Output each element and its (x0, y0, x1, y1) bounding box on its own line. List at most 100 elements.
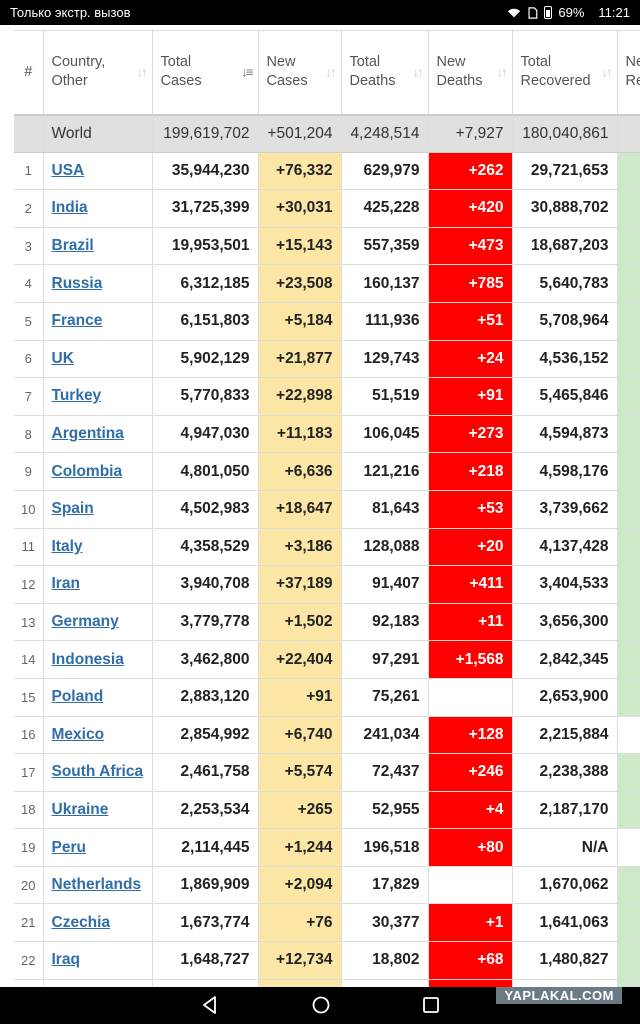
new-cases-cell: +22,898 (258, 377, 342, 416)
total-deaths-cell: 557,359 (341, 227, 429, 266)
rank-cell: 20 (14, 866, 44, 905)
status-bar: Только экстр. вызов 69% 11:21 (0, 0, 640, 25)
header-country[interactable]: Country, Other ↓↑ (43, 30, 153, 116)
total-recovered-cell: 2,187,170 (512, 791, 618, 830)
new-recovered-cell (617, 640, 640, 679)
back-icon[interactable] (200, 995, 220, 1015)
table-body: World 199,619,702 +501,204 4,248,514 +7,… (14, 114, 640, 987)
new-deaths-cell: +20 (428, 528, 513, 567)
header-new-cases[interactable]: New Cases ↓↑ (258, 30, 342, 116)
new-deaths-cell: +128 (428, 716, 513, 755)
new-deaths-cell: +246 (428, 753, 513, 792)
country-link[interactable]: Argentina (51, 425, 124, 443)
new-recovered-cell (617, 340, 640, 379)
header-new-deaths[interactable]: New Deaths ↓↑ (428, 30, 513, 116)
country-link[interactable]: Czechia (51, 913, 111, 931)
sim-icon (528, 6, 538, 19)
new-deaths-cell: +262 (428, 152, 513, 191)
country-link[interactable]: Mexico (51, 725, 105, 743)
country-link[interactable]: Russia (51, 274, 103, 292)
total-recovered-cell: 2,842,345 (512, 640, 618, 679)
total-cases-cell: 4,358,529 (152, 528, 259, 567)
country-link[interactable]: Peru (51, 838, 86, 856)
country-link[interactable]: Netherlands (51, 876, 142, 894)
country-link[interactable]: Indonesia (51, 650, 124, 668)
table-row: 13 Germany 3,779,778 +1,502 92,183 +11 3,656,3… (14, 603, 640, 642)
total-cases-cell: 19,953,501 (152, 227, 259, 266)
new-recovered-cell (617, 377, 640, 416)
total-deaths-cell: 17,829 (341, 866, 429, 905)
country-link[interactable]: South Africa (51, 763, 144, 781)
table-row: 23Chile1,617,852+91035,616+881,573,007 (14, 979, 640, 987)
rank-cell: 16 (14, 716, 44, 755)
new-cases-cell: +15,143 (258, 227, 342, 266)
header-rank[interactable]: # (14, 30, 44, 116)
table-row: 19 Peru 2,114,445 +1,244 196,518 +80 N/A (14, 828, 640, 867)
table-row: 6 UK 5,902,129 +21,877 129,743 +24 4,536,152 (14, 340, 640, 379)
world-row: World 199,619,702 +501,204 4,248,514 +7,… (14, 114, 640, 153)
country-link[interactable]: Spain (51, 500, 94, 518)
header-total-deaths[interactable]: Total Deaths ↓↑ (341, 30, 429, 116)
new-deaths-cell: +273 (428, 415, 513, 454)
country-link[interactable]: Brazil (51, 237, 94, 255)
new-cases-cell: +1,502 (258, 603, 342, 642)
rank-cell: 9 (14, 452, 44, 491)
country-link[interactable]: USA (51, 161, 85, 179)
new-recovered-cell (617, 227, 640, 266)
country-link[interactable]: India (51, 199, 88, 217)
country-link[interactable]: Turkey (51, 387, 102, 405)
new-cases-cell: +18,647 (258, 490, 342, 529)
new-recovered-cell (617, 603, 640, 642)
total-cases-cell: 4,801,050 (152, 452, 259, 491)
total-deaths-cell: 75,261 (341, 678, 429, 717)
new-deaths-cell: +88 (428, 979, 513, 987)
new-recovered-cell (617, 452, 640, 491)
new-cases-cell: +5,574 (258, 753, 342, 792)
total-recovered-cell: 1,670,062 (512, 866, 618, 905)
home-icon[interactable] (311, 995, 331, 1015)
total-cases-cell: 6,151,803 (152, 302, 259, 341)
table-row: 10 Spain 4,502,983 +18,647 81,643 +53 3,739,66… (14, 490, 640, 529)
country-link[interactable]: Iraq (51, 951, 80, 969)
new-recovered-cell (617, 189, 640, 228)
new-cases-cell: +265 (258, 791, 342, 830)
new-recovered-cell (617, 866, 640, 905)
new-recovered-cell (617, 753, 640, 792)
rank-cell: 11 (14, 528, 44, 567)
country-link[interactable]: France (51, 312, 103, 330)
country-link[interactable]: UK (51, 349, 74, 367)
header-total-recovered[interactable]: Total Recovered ↓↑ (512, 30, 618, 116)
total-deaths-cell: 129,743 (341, 340, 429, 379)
country-cell: Poland (43, 678, 153, 717)
total-deaths-cell: 425,228 (341, 189, 429, 228)
total-deaths-cell: 241,034 (341, 716, 429, 755)
table-row: 22 Iraq 1,648,727 +12,734 18,802 +68 1,480,827 (14, 941, 640, 980)
country-link[interactable]: Ukraine (51, 800, 109, 818)
new-recovered-cell (617, 678, 640, 717)
country-cell: Russia (43, 264, 153, 303)
recent-apps-icon[interactable] (421, 995, 441, 1015)
total-cases-cell: 1,617,852 (152, 979, 259, 987)
carrier-text: Только экстр. вызов (10, 5, 131, 20)
table-header: # Country, Other ↓↑ Total Cases ↓≡ New Case… (14, 30, 640, 116)
country-link[interactable]: Poland (51, 688, 104, 706)
total-cases-cell: 1,869,909 (152, 866, 259, 905)
total-recovered-cell: 18,687,203 (512, 227, 618, 266)
rank-cell: 18 (14, 791, 44, 830)
total-recovered-cell: 2,238,388 (512, 753, 618, 792)
header-new-recovered[interactable]: NeRe (617, 30, 640, 116)
country-link[interactable]: Italy (51, 537, 83, 555)
header-total-cases[interactable]: Total Cases ↓≡ (152, 30, 259, 116)
new-deaths-cell: +80 (428, 828, 513, 867)
country-link[interactable]: Iran (51, 575, 80, 593)
country-link[interactable]: Colombia (51, 462, 123, 480)
total-deaths-cell: 35,616 (341, 979, 429, 987)
total-deaths-cell: 72,437 (341, 753, 429, 792)
new-deaths-cell: +473 (428, 227, 513, 266)
rank-cell: 23 (14, 979, 44, 987)
new-cases-cell: +11,183 (258, 415, 342, 454)
total-recovered-cell: 180,040,861 (512, 114, 618, 153)
covid-table-area[interactable]: # Country, Other ↓↑ Total Cases ↓≡ New Case… (0, 25, 640, 987)
rank-cell: 1 (14, 152, 44, 191)
country-link[interactable]: Germany (51, 613, 119, 631)
